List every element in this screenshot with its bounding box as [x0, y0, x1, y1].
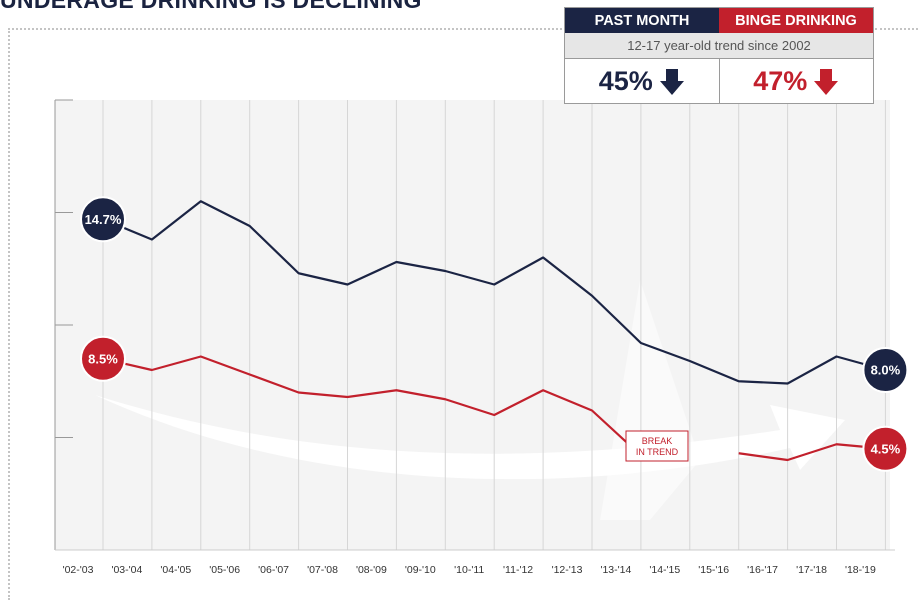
dotted-border-right — [875, 28, 918, 30]
x-tick-label: '17-'18 — [796, 564, 827, 576]
series-line — [738, 443, 886, 462]
title-text: UNDERAGE DRINKING IS DECLINING — [0, 0, 422, 13]
chart-title: UNDERAGE DRINKING IS DECLINING1 — [0, 0, 429, 14]
x-tick-label: '12-'13 — [552, 564, 583, 576]
past-month-header: PAST MONTH — [565, 8, 719, 33]
x-tick-label: '07-'08 — [307, 564, 338, 576]
x-tick-label: '02-'03 — [63, 564, 94, 576]
series-start-marker — [80, 335, 126, 382]
x-tick-label: '10-'11 — [454, 564, 484, 576]
past-month-value: 45% — [598, 66, 653, 96]
x-tick-label: '16-'17 — [747, 564, 778, 576]
series-end-marker — [862, 347, 909, 393]
x-tick-label: '13-'14 — [600, 564, 631, 576]
x-tick-label: '11-'12 — [503, 564, 533, 576]
binge-value-cell: 47% — [720, 59, 874, 104]
down-arrow-icon — [814, 68, 839, 95]
series-end-label: 8.0% — [871, 363, 901, 378]
dotted-border-top — [8, 28, 562, 30]
x-tick-label: '15-'16 — [698, 564, 729, 576]
x-tick-label: '08-'09 — [356, 564, 387, 576]
x-tick-label: '09-'10 — [405, 564, 436, 576]
series-end-label: 4.5% — [871, 441, 901, 456]
past-month-value-cell: 45% — [565, 59, 720, 104]
plot-background — [55, 100, 890, 550]
series-start-label: 8.5% — [88, 351, 118, 366]
stats-values: 45% 47% — [565, 59, 873, 104]
x-tick-label: '18-'19 — [845, 564, 876, 576]
break-in-trend-label: BREAK — [642, 436, 673, 446]
series-line — [102, 355, 642, 457]
x-tick-label: '05-'06 — [209, 564, 240, 576]
series-start-marker — [80, 196, 126, 243]
x-tick-label: '14-'15 — [649, 564, 680, 576]
stats-box: PAST MONTH BINGE DRINKING 12-17 year-old… — [564, 7, 874, 104]
break-in-trend-box — [625, 430, 689, 462]
x-tick-label: '03-'04 — [111, 564, 142, 576]
series-end-marker — [862, 425, 909, 472]
dotted-border-left — [8, 28, 10, 600]
stats-subtitle: 12-17 year-old trend since 2002 — [565, 33, 873, 59]
down-arrow-icon — [659, 68, 684, 95]
stats-header: PAST MONTH BINGE DRINKING — [565, 8, 873, 33]
break-in-trend-label: IN TREND — [636, 447, 679, 457]
binge-drinking-header: BINGE DRINKING — [719, 8, 873, 33]
x-tick-label: '06-'07 — [258, 564, 289, 576]
series-start-label: 14.7% — [85, 212, 122, 227]
series-line — [102, 200, 886, 385]
binge-value: 47% — [753, 66, 808, 96]
x-tick-label: '04-'05 — [160, 564, 191, 576]
title-footnote: 1 — [422, 0, 429, 2]
